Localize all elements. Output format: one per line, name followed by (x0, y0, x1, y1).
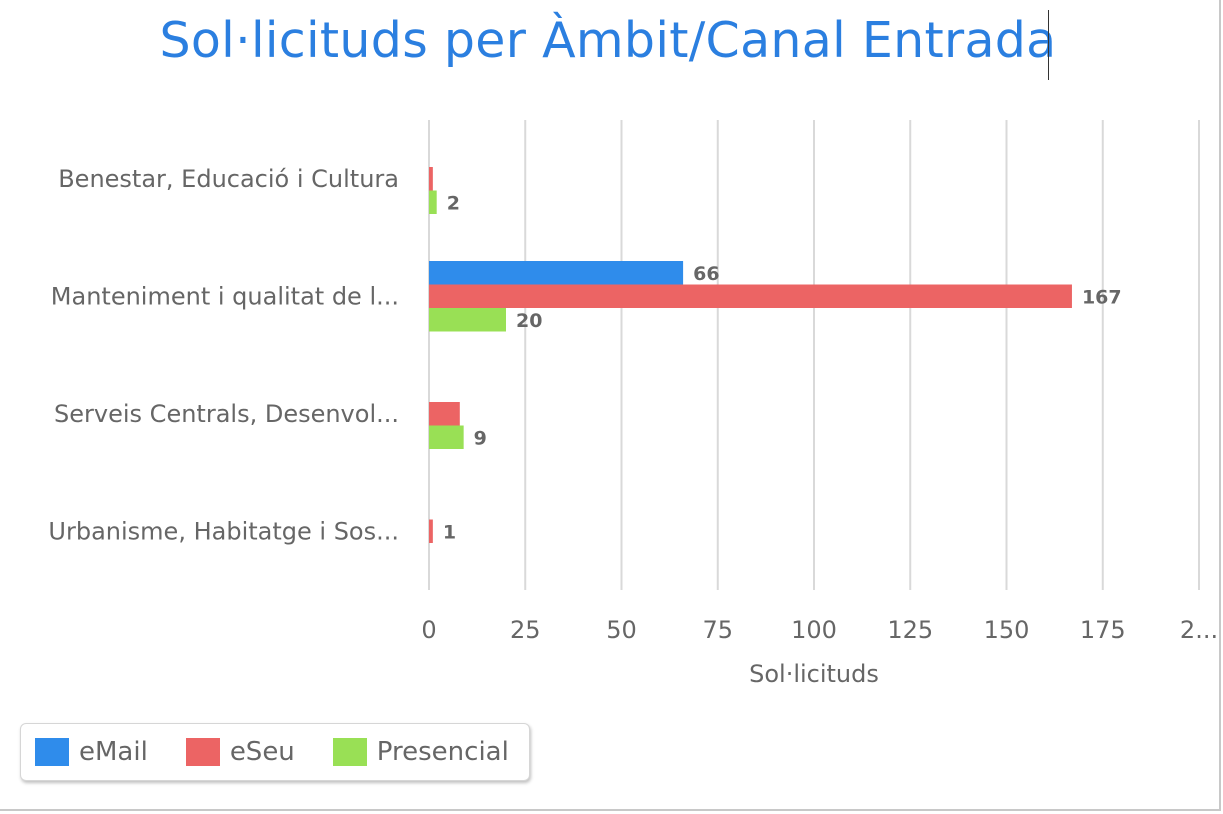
x-tick-label: 50 (606, 616, 637, 644)
legend-item: Presencial (332, 737, 509, 767)
x-tick-label: 2... (1180, 616, 1218, 644)
category-label: Urbanisme, Habitatge i Sos... (48, 517, 399, 545)
chart-legend: eMail eSeu Presencial (20, 723, 530, 781)
legend-label: Presencial (376, 737, 509, 767)
x-tick-label: 75 (702, 616, 733, 644)
x-tick-label: 175 (1080, 616, 1126, 644)
bar-presencial (429, 190, 437, 214)
legend-item: eMail (35, 737, 148, 767)
x-tick-label: 150 (984, 616, 1030, 644)
data-label: 1 (443, 521, 456, 543)
bar-eseu (429, 284, 1072, 308)
text-cursor (1048, 10, 1049, 80)
data-label: 2 (447, 192, 460, 214)
legend-swatch (185, 738, 220, 766)
category-label: Manteniment i qualitat de l... (51, 282, 399, 310)
x-tick-label: 25 (510, 616, 541, 644)
data-label: 167 (1082, 286, 1122, 308)
legend-item: eSeu (185, 737, 295, 767)
category-label: Serveis Centrals, Desenvol... (54, 400, 399, 428)
bar-eseu (429, 167, 433, 191)
x-tick-label: 0 (421, 616, 436, 644)
bar-eseu (429, 402, 460, 426)
legend-swatch (35, 738, 69, 766)
bar-presencial (429, 425, 464, 449)
legend-label: eSeu (229, 737, 295, 767)
bar-email (429, 261, 684, 285)
x-tick-label: 100 (791, 616, 837, 644)
x-tick-label: 125 (887, 616, 933, 644)
legend-label: eMail (79, 737, 148, 767)
data-label: 66 (693, 263, 719, 285)
chart-title: Sol·licituds per Àmbit/Canal Entrada (159, 12, 1057, 69)
bar-presencial (429, 308, 506, 332)
category-label: Benestar, Educació i Cultura (58, 165, 399, 193)
bar-eseu (429, 519, 433, 543)
data-label: 9 (474, 427, 487, 449)
legend-swatch (332, 738, 367, 766)
data-label: 20 (516, 310, 542, 332)
x-axis-title: Sol·licituds (749, 660, 879, 688)
